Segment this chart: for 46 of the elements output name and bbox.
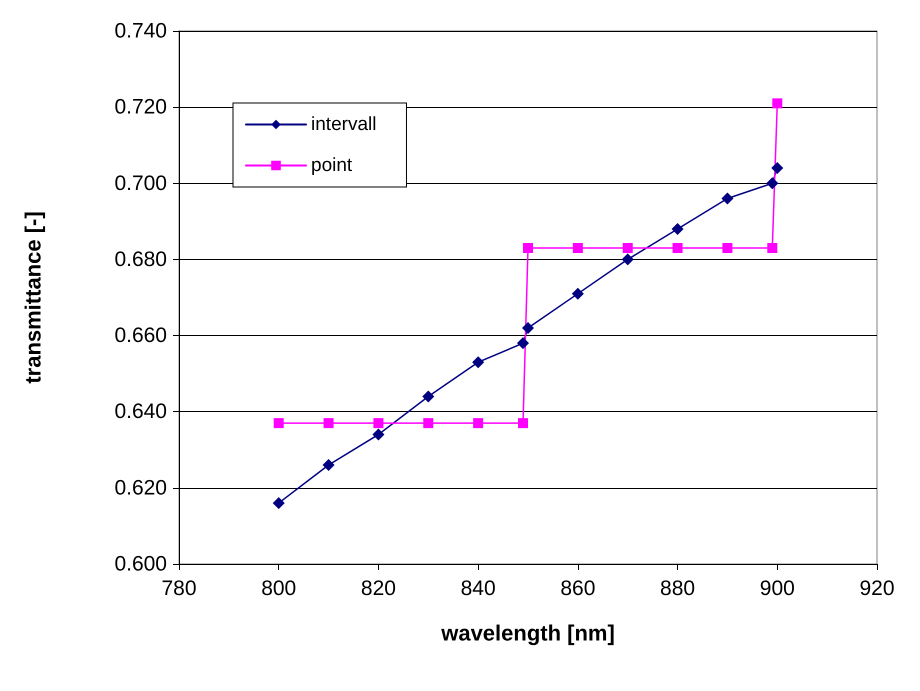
- point: [274, 418, 284, 428]
- point: [322, 459, 335, 472]
- point: [721, 192, 734, 205]
- x-tick-label: 920: [859, 577, 895, 600]
- point: [517, 337, 530, 350]
- point: [518, 418, 528, 428]
- y-tick-label: 0.700: [114, 172, 167, 195]
- point: [672, 222, 684, 235]
- point: [373, 418, 384, 428]
- point: [572, 243, 583, 254]
- point: [766, 177, 778, 190]
- y-tick-label: 0.620: [114, 476, 167, 500]
- y-tick-label: 0.720: [114, 96, 167, 119]
- y-axis-title: transmittance [-]: [20, 211, 46, 384]
- point: [372, 428, 384, 441]
- point: [722, 243, 732, 254]
- point: [523, 243, 533, 254]
- point: [771, 162, 784, 174]
- x-tick-label: 800: [261, 577, 296, 600]
- point: [422, 390, 434, 402]
- x-axis-title: wavelength [nm]: [440, 620, 615, 646]
- x-tick-label: 820: [360, 577, 396, 600]
- point: [472, 356, 484, 368]
- point: [324, 418, 334, 428]
- y-tick-label: 0.600: [114, 552, 167, 576]
- x-tick-label: 860: [560, 577, 596, 600]
- point: [772, 98, 782, 108]
- point: [423, 418, 434, 428]
- x-tick-label: 900: [760, 577, 795, 600]
- point: [473, 418, 484, 428]
- x-tick-label: 840: [460, 577, 496, 600]
- legend-label: intervall: [311, 114, 376, 135]
- x-tick-label: 780: [161, 577, 197, 600]
- point: [767, 243, 778, 254]
- point: [672, 243, 683, 254]
- point: [622, 243, 633, 254]
- y-tick-label: 0.740: [114, 20, 167, 42]
- point: [522, 322, 534, 334]
- point: [622, 253, 634, 266]
- point: [272, 497, 285, 510]
- point: [572, 288, 584, 300]
- y-tick-label: 0.660: [114, 324, 167, 348]
- y-tick-label: 0.640: [114, 400, 167, 424]
- legend-label: point: [311, 155, 353, 176]
- x-tick-label: 880: [660, 577, 696, 600]
- y-tick-label: 0.680: [114, 248, 167, 271]
